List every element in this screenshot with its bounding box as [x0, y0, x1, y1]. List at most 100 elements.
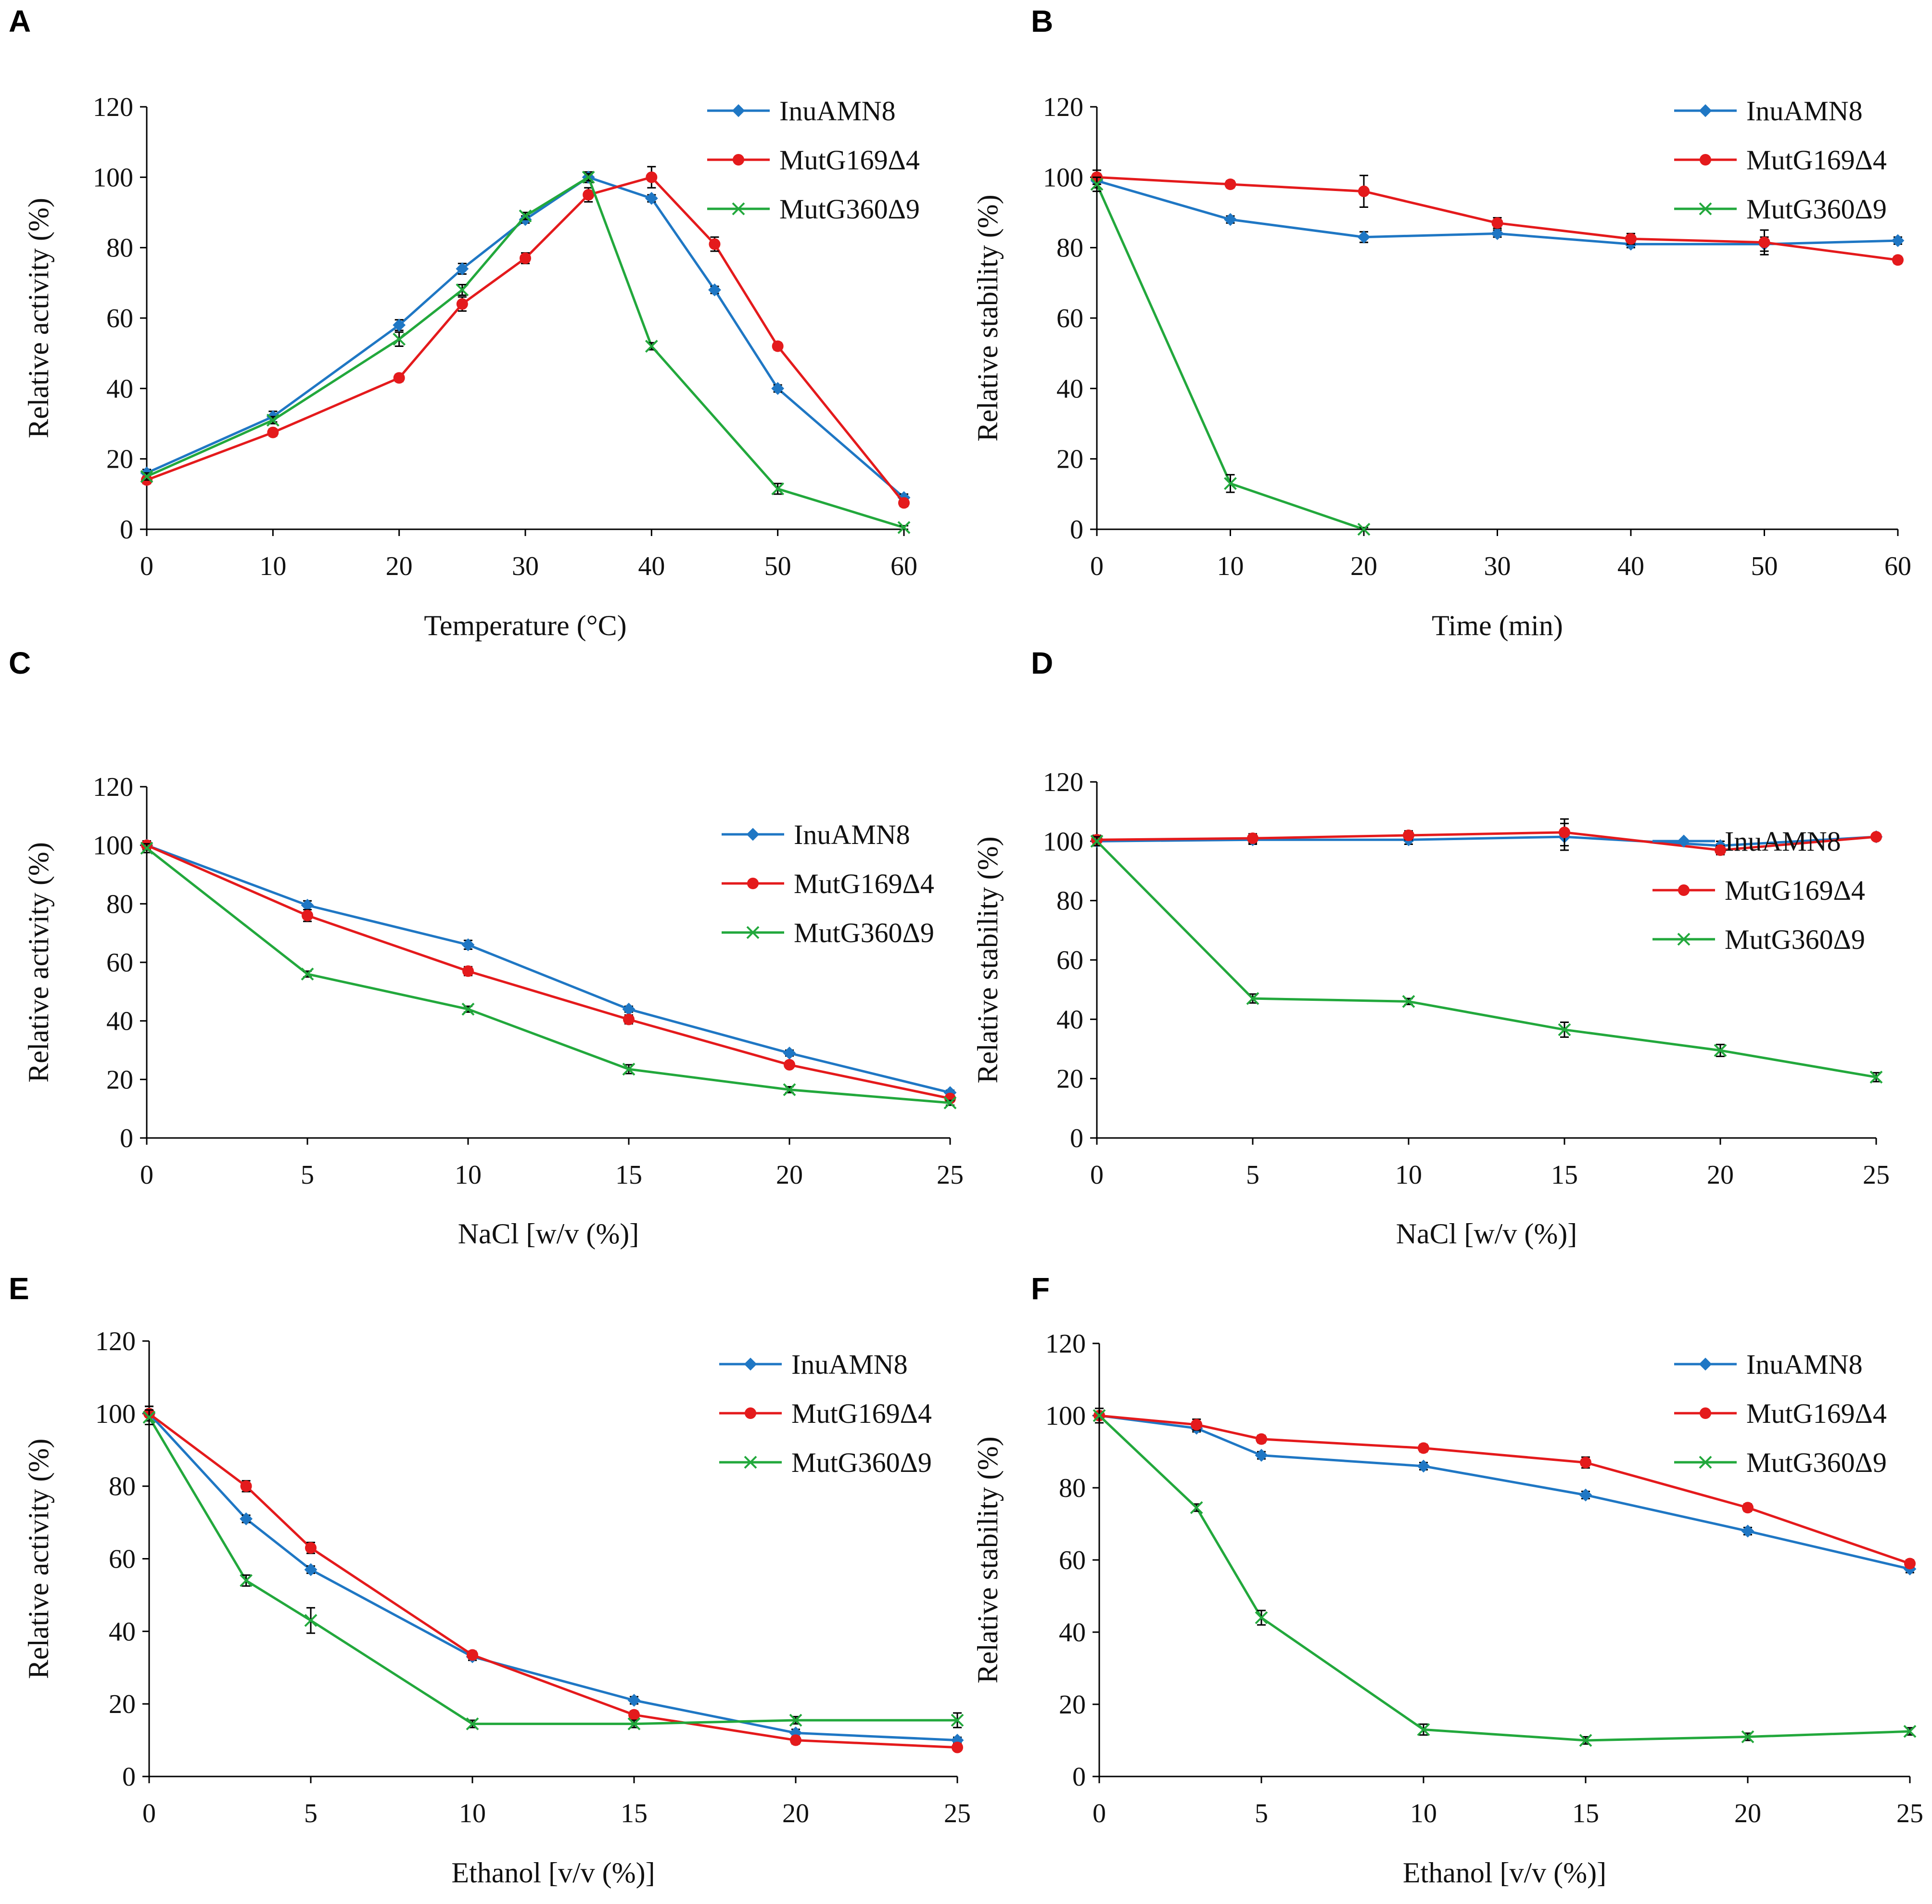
y-axis-title: Relative activity (%) [23, 842, 54, 1083]
legend: InuAMN8 MutG169Δ4 MutG360Δ9 [1652, 826, 1865, 955]
series-line [1096, 835, 1877, 847]
y-tick-label: 120 [1043, 767, 1083, 797]
legend-marker [1700, 154, 1711, 166]
legend-label: MutG169Δ4 [1746, 144, 1887, 176]
series-line [146, 176, 905, 504]
data-point [1357, 523, 1371, 536]
legend: InuAMN8 MutG169Δ4 MutG360Δ9 [1674, 1349, 1887, 1478]
panel-e: E 0 20 40 60 80 100 120 0 5 10 15 20 25 Ethanol [v/v (… [9, 1271, 971, 1889]
x-tick-label: 25 [1896, 1799, 1923, 1828]
data-point [628, 1709, 640, 1721]
x-tick-label: 0 [140, 1160, 153, 1190]
data-point [461, 1002, 475, 1016]
data-point [623, 1013, 635, 1025]
data-point [1090, 834, 1104, 848]
legend-marker [732, 202, 745, 216]
data-point [240, 1512, 253, 1525]
data-point [456, 298, 468, 310]
y-tick-label: 80 [106, 233, 133, 263]
series-line [146, 844, 951, 1094]
panel-letter: C [9, 646, 31, 680]
data-point [1742, 1502, 1754, 1514]
data-point [466, 1717, 479, 1731]
y-tick-label: 40 [109, 1617, 136, 1647]
series-MutG169Δ4 [1093, 1407, 1916, 1570]
series-MutG360Δ9 [1090, 834, 1883, 1084]
x-axis-title: Time (min) [1432, 610, 1563, 641]
y-tick-label: 40 [1056, 1005, 1083, 1035]
x-axis-title: NaCl [w/v (%)] [458, 1218, 639, 1250]
legend-marker [744, 1456, 757, 1469]
data-point [519, 209, 532, 223]
data-point [393, 372, 405, 384]
y-tick-label: 40 [106, 374, 133, 404]
legend-marker [732, 104, 745, 117]
data-point [1903, 1725, 1917, 1738]
data-point [622, 1062, 636, 1076]
legend-marker [746, 926, 760, 939]
legend-label: InuAMN8 [794, 819, 910, 850]
data-point [467, 1649, 478, 1661]
y-tick-label: 0 [1070, 515, 1083, 545]
panel-c: C 0 20 40 60 80 100 120 0 5 10 15 20 25 NaCl [w/v (%)]… [9, 646, 964, 1250]
data-point [645, 192, 658, 205]
legend-label: MutG169Δ4 [794, 868, 934, 899]
x-axis-title: Temperature (°C) [424, 610, 626, 641]
y-tick-label: 0 [122, 1762, 136, 1792]
data-point [582, 170, 595, 184]
series-MutG360Δ9 [140, 842, 957, 1110]
x-tick-label: 20 [1350, 551, 1377, 581]
data-point [267, 426, 279, 438]
legend-label: InuAMN8 [1746, 95, 1863, 127]
data-point [456, 283, 469, 296]
y-tick-label: 20 [106, 1065, 133, 1095]
x-tick-label: 0 [1090, 1160, 1104, 1190]
y-tick-label: 120 [95, 1327, 136, 1356]
x-tick-label: 0 [1093, 1799, 1106, 1828]
x-tick-label: 15 [1551, 1160, 1578, 1190]
x-tick-label: 20 [1734, 1799, 1761, 1828]
data-point [952, 1741, 963, 1753]
legend-marker [1699, 202, 1712, 216]
data-point [771, 382, 785, 395]
data-point [1224, 213, 1237, 226]
x-tick-label: 20 [1707, 1160, 1734, 1190]
data-point [898, 497, 910, 509]
y-tick-label: 80 [1059, 1473, 1086, 1503]
x-tick-label: 60 [1884, 551, 1911, 581]
x-tick-label: 40 [1617, 551, 1644, 581]
data-point [1715, 844, 1726, 856]
y-tick-label: 0 [1072, 1762, 1086, 1792]
x-tick-label: 10 [1410, 1799, 1437, 1828]
series-MutG360Δ9 [142, 1409, 964, 1731]
legend-marker [1700, 1407, 1711, 1419]
legend-label: InuAMN8 [791, 1349, 908, 1380]
y-tick-label: 0 [120, 1124, 133, 1153]
x-tick-label: 5 [1255, 1799, 1268, 1828]
legend-label: MutG360Δ9 [1746, 193, 1887, 225]
y-axis-title: Relative stability (%) [972, 194, 1004, 441]
x-tick-label: 0 [140, 551, 153, 581]
data-point [622, 1002, 636, 1016]
data-point [783, 1047, 796, 1060]
x-tick-label: 25 [1863, 1160, 1890, 1190]
legend-marker [733, 154, 744, 166]
data-point [140, 842, 153, 855]
x-tick-label: 50 [1751, 551, 1778, 581]
data-point [790, 1734, 801, 1746]
x-tick-label: 30 [512, 551, 539, 581]
y-tick-label: 40 [106, 1007, 133, 1036]
data-point [1891, 234, 1905, 247]
x-tick-label: 30 [1484, 551, 1511, 581]
data-point [943, 1096, 957, 1110]
data-point [1247, 832, 1258, 844]
legend: InuAMN8 MutG169Δ4 MutG360Δ9 [722, 819, 934, 948]
y-tick-label: 120 [93, 772, 133, 802]
series-line [146, 176, 904, 529]
series-InuAMN8 [140, 170, 911, 504]
data-point [1418, 1442, 1429, 1454]
legend-label: MutG169Δ4 [791, 1398, 932, 1429]
data-point [1714, 1044, 1727, 1057]
data-point [1559, 826, 1570, 838]
data-point [462, 965, 474, 977]
